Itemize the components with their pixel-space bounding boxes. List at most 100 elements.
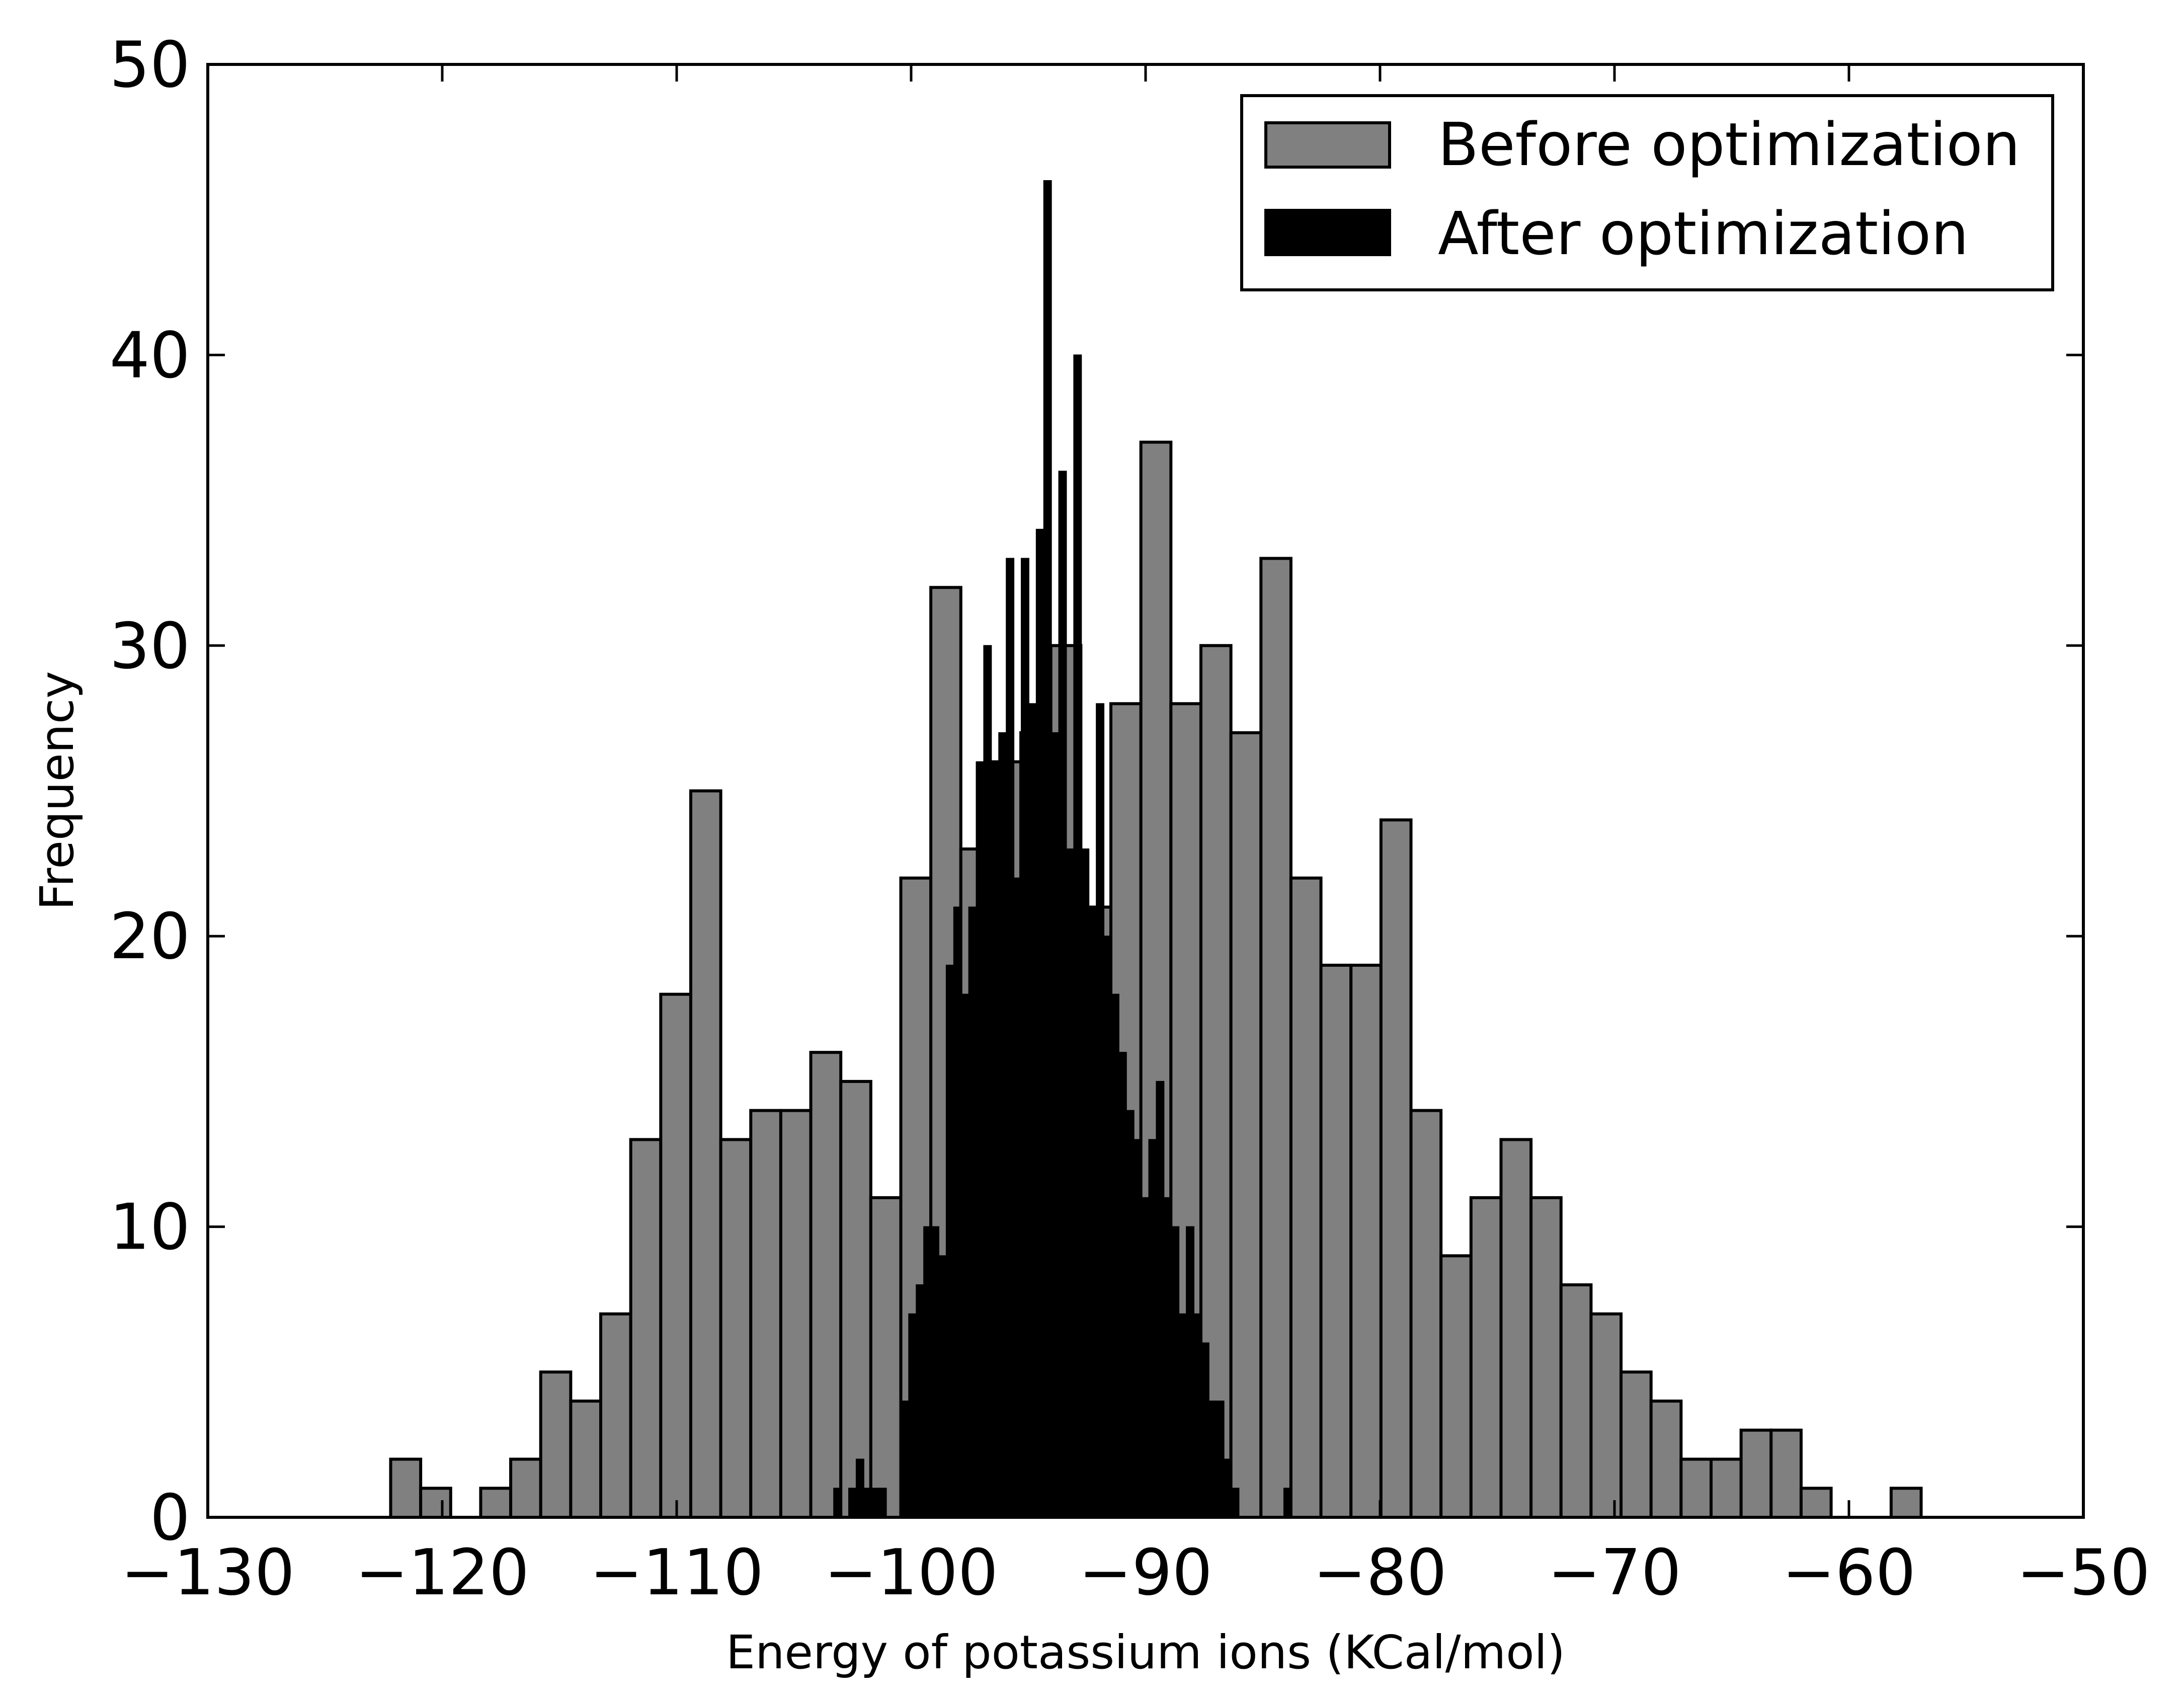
bar-before-5 [539,1370,573,1519]
bar-after-53 [1231,1488,1240,1518]
bar-after-16 [953,906,962,1518]
y-tick-label: 30 [110,609,190,683]
bar-after-34 [1088,906,1097,1518]
y-tick-label: 40 [110,318,190,392]
y-tick-label: 10 [110,1190,190,1264]
x-axis-title: Energy of potassium ions (KCal/mol) [726,1626,1565,1679]
bar-before-13 [779,1109,813,1519]
y-tick-label: 20 [110,899,190,973]
bar-before-16 [869,1196,903,1519]
legend-label-before: Before optimization [1438,110,2020,179]
bar-before-10 [689,789,722,1519]
bar-after-39 [1125,1110,1135,1518]
bar-before-29 [1259,557,1292,1519]
bar-after-33 [1081,848,1090,1518]
bar-before-4 [509,1457,542,1519]
bar-before-33 [1379,818,1413,1519]
bar-after-52 [1223,1458,1232,1518]
bar-after-29 [1050,732,1060,1518]
x-tick-label: −130 [121,1535,295,1609]
bar-before-11 [719,1138,753,1519]
bar-before-39 [1559,1283,1593,1519]
bar-before-35 [1439,1254,1473,1519]
legend-label-after: After optimization [1438,199,1969,268]
bar-after-3 [855,1458,864,1518]
bar-before-37 [1499,1138,1533,1519]
bar-before-8 [629,1138,663,1519]
bar-after-38 [1118,1052,1127,1518]
legend: Before optimization After optimization [1240,94,2054,291]
bar-after-12 [923,1226,932,1518]
bar-before-3 [479,1487,513,1519]
bar-after-15 [945,964,954,1518]
legend-swatch-before [1264,121,1391,169]
bar-after-46 [1178,1313,1187,1518]
bar-after-2 [848,1488,857,1518]
x-tick-label: −60 [1782,1535,1916,1609]
bar-after-28 [1043,180,1052,1518]
x-tick-label: −80 [1313,1535,1447,1609]
axis-tick-labels: −130 −120 −110 −100 −90 −80 −70 −60 −50 0 10 20 30 40… [110,28,2150,1609]
x-tick-label: −50 [2016,1535,2150,1609]
bar-after-31 [1066,848,1075,1518]
x-tick-label: −110 [590,1535,764,1609]
bar-before-14 [809,1051,843,1519]
bar-before-44 [1709,1457,1743,1519]
bar-after-37 [1110,993,1119,1518]
bar-before-46 [1769,1428,1803,1519]
x-tick-label: −70 [1548,1535,1681,1609]
bar-before-1 [419,1487,452,1519]
x-tick-label: −120 [355,1535,529,1609]
bar-after-30 [1058,471,1067,1518]
bar-before-9 [659,992,692,1519]
bar-after-17 [960,993,969,1518]
bar-after-10 [908,1313,917,1518]
bar-before-0 [389,1457,423,1519]
bar-after-36 [1103,936,1112,1518]
bar-before-40 [1589,1312,1623,1519]
x-tick-label: −90 [1079,1535,1212,1609]
bar-before-12 [749,1109,782,1519]
bar-after-60 [1283,1488,1292,1518]
bar-before-30 [1289,876,1323,1519]
bar-after-23 [1006,558,1015,1518]
bar-after-35 [1096,703,1105,1518]
bar-after-25 [1021,558,1029,1518]
bar-before-15 [839,1079,872,1519]
bar-after-49 [1200,1342,1209,1518]
bar-before-7 [599,1312,632,1519]
bar-after-13 [931,1226,939,1518]
bar-after-0 [833,1488,842,1518]
bar-before-43 [1679,1457,1713,1519]
bar-before-6 [569,1400,603,1519]
bar-before-41 [1620,1370,1653,1519]
bar-after-50 [1208,1401,1217,1518]
bar-after-19 [976,761,985,1518]
bar-before-45 [1739,1428,1773,1519]
bar-after-27 [1035,528,1044,1518]
bar-after-14 [938,1255,947,1518]
bar-before-47 [1799,1487,1833,1519]
bar-after-9 [901,1401,910,1518]
bar-after-42 [1148,1139,1157,1518]
y-axis-title: Frequency [30,671,84,910]
bar-after-11 [916,1284,925,1518]
bar-before-32 [1349,963,1383,1519]
bar-before-36 [1469,1196,1503,1519]
bar-before-34 [1409,1109,1443,1519]
bar-after-4 [863,1488,872,1518]
bar-after-6 [878,1488,887,1518]
x-tick-label: −100 [824,1535,998,1609]
bar-after-41 [1141,1197,1150,1518]
bar-after-26 [1028,703,1037,1518]
bar-after-47 [1186,1226,1194,1518]
bar-after-20 [983,645,992,1518]
bar-before-38 [1529,1196,1563,1519]
bar-after-32 [1073,354,1082,1518]
bar-after-24 [1013,877,1022,1518]
bar-after-18 [968,906,977,1518]
y-tick-label: 0 [150,1481,190,1555]
bar-after-51 [1216,1401,1225,1518]
bar-after-48 [1193,1313,1202,1518]
bar-after-21 [991,761,1000,1518]
